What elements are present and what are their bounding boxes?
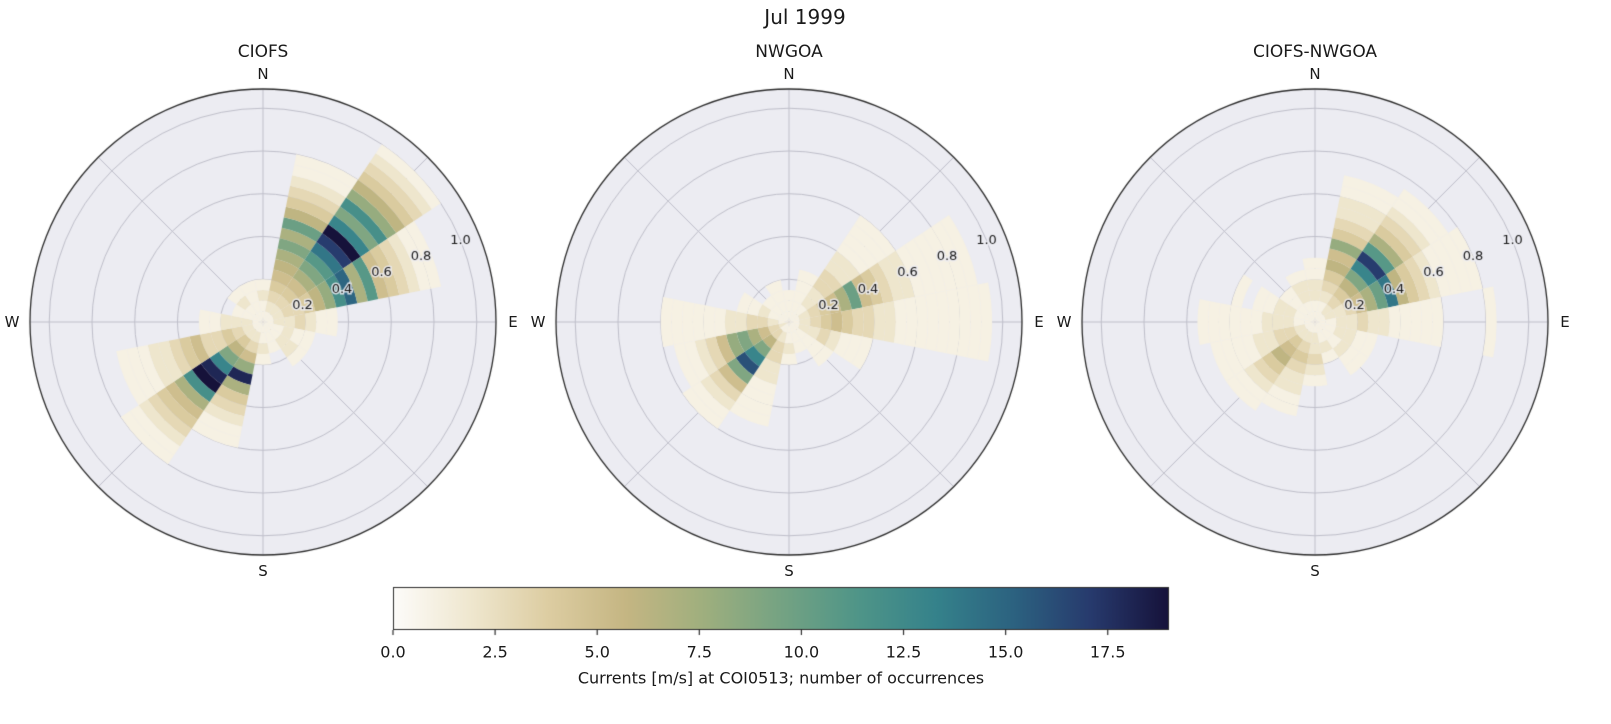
colorbar-tick-label: 0.0	[380, 642, 406, 662]
colorbar-tick-label: 2.5	[482, 642, 508, 662]
colorbar-tick-label: 17.5	[1089, 642, 1126, 662]
subplot-title-nwgoa: NWGOA	[755, 42, 823, 62]
figure-title: Jul 1999	[764, 5, 846, 29]
colorbar-tick-label: 5.0	[584, 642, 610, 662]
compass-label-s: S	[1310, 562, 1320, 580]
subplot-title-ciofs: CIOFS	[237, 42, 289, 62]
colorbar-tick-label: 7.5	[686, 642, 713, 662]
compass-label-w: W	[530, 313, 546, 331]
subplot-title-ciofs-nwgoa: CIOFS-NWGOA	[1252, 42, 1378, 62]
colorbar-caption: Currents [m/s] at COI0513; number of occ…	[577, 668, 985, 688]
compass-label-n: N	[1309, 65, 1321, 83]
colorbar-tick-label: 12.5	[885, 642, 922, 662]
compass-label-e: E	[508, 313, 518, 331]
compass-label-e: E	[1560, 313, 1570, 331]
compass-label-w: W	[1056, 313, 1072, 331]
compass-label-s: S	[258, 562, 268, 580]
compass-label-n: N	[257, 65, 269, 83]
compass-label-s: S	[784, 562, 794, 580]
compass-label-w: W	[4, 313, 20, 331]
compass-label-n: N	[783, 65, 795, 83]
colorbar-tick-label: 10.0	[783, 642, 820, 662]
colorbar-tick-label: 15.0	[987, 642, 1024, 662]
compass-label-e: E	[1034, 313, 1044, 331]
